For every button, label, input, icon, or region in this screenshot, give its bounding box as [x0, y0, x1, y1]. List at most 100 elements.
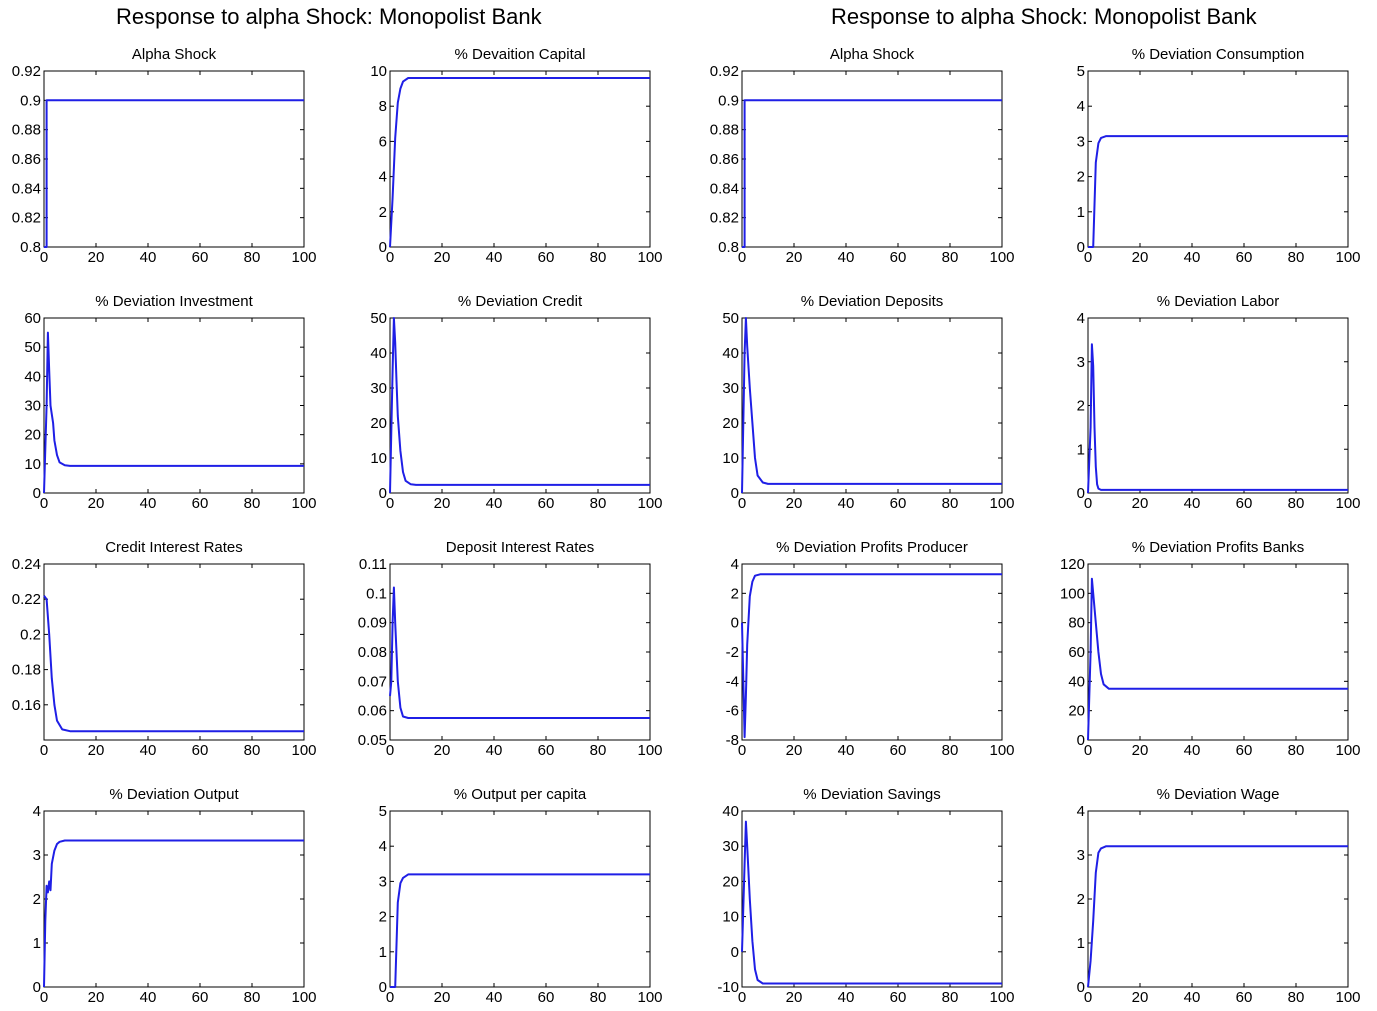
- series-line: [1087, 845, 1348, 988]
- axes-box: [1087, 317, 1349, 494]
- x-tick-label: 40: [140, 249, 157, 266]
- series-line: [741, 820, 1002, 985]
- y-tick-label: 3: [33, 847, 41, 864]
- y-tick-label: 1: [1077, 441, 1085, 458]
- y-tick-label: 0.8: [20, 239, 41, 256]
- y-tick-label: 0.05: [358, 732, 387, 749]
- y-tick-label: 0.18: [12, 662, 41, 679]
- y-tick-label: 0: [731, 944, 739, 961]
- x-tick-label: 40: [1184, 249, 1201, 266]
- y-tick-label: 50: [24, 339, 41, 356]
- y-tick-label: 40: [370, 345, 387, 362]
- y-tick-label: 0: [1077, 485, 1085, 502]
- subplot-title: % Devaition Capital: [455, 46, 586, 63]
- x-tick-label: 40: [140, 742, 157, 759]
- x-tick-label: 100: [637, 989, 662, 1006]
- x-tick-label: 80: [942, 495, 959, 512]
- y-tick-label: 4: [1077, 98, 1085, 115]
- y-tick-label: 2: [33, 891, 41, 908]
- x-tick-label: 0: [386, 495, 394, 512]
- figure-title-right: Response to alpha Shock: Monopolist Bank: [831, 4, 1257, 29]
- x-tick-label: 60: [1236, 249, 1253, 266]
- x-tick-label: 80: [244, 742, 261, 759]
- x-tick-label: 60: [192, 742, 209, 759]
- y-tick-label: 100: [1060, 585, 1085, 602]
- x-tick-label: 100: [637, 495, 662, 512]
- y-tick-label: 0.92: [12, 63, 41, 80]
- y-tick-label: 5: [1077, 63, 1085, 80]
- y-tick-label: 0.2: [20, 626, 41, 643]
- y-tick-label: 40: [24, 368, 41, 385]
- series-line: [43, 331, 304, 494]
- axes-box: [389, 317, 651, 494]
- subplot-title: % Deviation Deposits: [801, 293, 944, 310]
- y-tick-label: 0.24: [12, 556, 41, 573]
- y-tick-label: 0.88: [12, 122, 41, 139]
- subplot: Credit Interest Rates 0 20 40 60 80 100 0.16 0.1…: [12, 539, 317, 759]
- axes-box: [741, 810, 1003, 988]
- y-tick-label: -4: [726, 673, 739, 690]
- y-tick-label: 120: [1060, 556, 1085, 573]
- y-tick-label: 0.9: [718, 92, 739, 109]
- x-tick-label: 60: [192, 989, 209, 1006]
- x-tick-label: 20: [786, 742, 803, 759]
- x-tick-label: 20: [1132, 989, 1149, 1006]
- subplot: % Deviation Wage 0 20 40 60 80 100 0 1 2 3 4: [1077, 786, 1361, 1006]
- y-tick-label: 0: [379, 239, 387, 256]
- y-tick-label: 2: [379, 204, 387, 221]
- x-tick-label: 0: [40, 989, 48, 1006]
- y-tick-label: 0.08: [358, 644, 387, 661]
- y-tick-label: 0: [731, 615, 739, 632]
- x-tick-label: 0: [386, 249, 394, 266]
- y-tick-label: 8: [379, 98, 387, 115]
- x-tick-label: 20: [1132, 495, 1149, 512]
- y-tick-label: 4: [379, 169, 387, 186]
- y-tick-label: 0: [33, 485, 41, 502]
- subplot-title: % Deviation Investment: [95, 293, 253, 310]
- axes-box: [43, 70, 305, 248]
- y-tick-label: 50: [370, 310, 387, 327]
- y-tick-label: 3: [1077, 847, 1085, 864]
- y-tick-label: 0.86: [710, 151, 739, 168]
- x-tick-label: 100: [1335, 249, 1360, 266]
- x-tick-label: 80: [244, 989, 261, 1006]
- y-tick-label: 1: [1077, 935, 1085, 952]
- y-tick-label: 20: [722, 873, 739, 890]
- series-line: [742, 99, 1002, 248]
- x-tick-label: 0: [40, 742, 48, 759]
- subplot-title: % Output per capita: [454, 786, 587, 803]
- x-tick-label: 40: [838, 742, 855, 759]
- subplot-title: Credit Interest Rates: [105, 539, 243, 556]
- series-line: [43, 595, 304, 733]
- x-tick-label: 100: [291, 249, 316, 266]
- y-tick-label: 3: [1077, 354, 1085, 371]
- y-tick-label: 0.07: [358, 673, 387, 690]
- y-tick-label: 0: [1077, 979, 1085, 996]
- figure-title-left: Response to alpha Shock: Monopolist Bank: [116, 4, 542, 29]
- x-tick-label: 20: [1132, 742, 1149, 759]
- x-tick-label: 80: [590, 989, 607, 1006]
- x-tick-label: 0: [386, 742, 394, 759]
- subplot: % Devaition Capital 0 20 40 60 80 100 0 2 4 6 8 10: [370, 46, 662, 266]
- axes-box: [1087, 563, 1349, 741]
- subplot: % Deviation Credit 0 20 40 60 80 100 0 10 20 30 40 5…: [370, 293, 662, 512]
- x-tick-label: 80: [244, 249, 261, 266]
- y-tick-label: 4: [1077, 803, 1085, 820]
- y-tick-label: 5: [379, 803, 387, 820]
- y-tick-label: 0.82: [12, 210, 41, 227]
- x-tick-label: 0: [1084, 249, 1092, 266]
- series-line: [43, 839, 304, 988]
- x-tick-label: 100: [291, 495, 316, 512]
- x-tick-label: 100: [1335, 495, 1360, 512]
- x-tick-label: 0: [1084, 989, 1092, 1006]
- x-tick-label: 40: [1184, 495, 1201, 512]
- x-tick-label: 60: [1236, 742, 1253, 759]
- x-tick-label: 80: [1288, 742, 1305, 759]
- x-tick-label: 0: [1084, 742, 1092, 759]
- x-tick-label: 20: [786, 495, 803, 512]
- y-tick-label: 4: [379, 838, 387, 855]
- x-tick-label: 80: [1288, 989, 1305, 1006]
- y-tick-label: 0.16: [12, 697, 41, 714]
- y-tick-label: 3: [1077, 133, 1085, 150]
- y-tick-label: -10: [717, 979, 739, 996]
